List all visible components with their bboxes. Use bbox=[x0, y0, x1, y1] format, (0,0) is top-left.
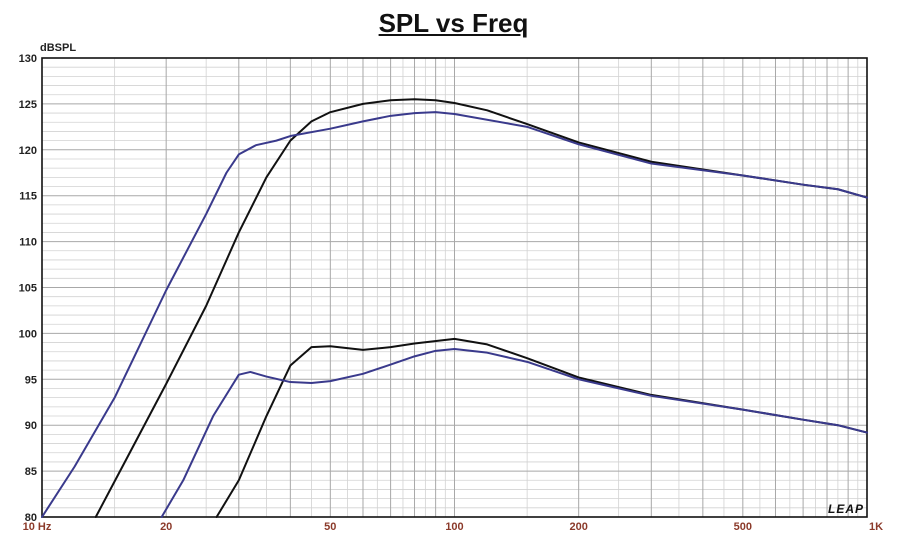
x-tick-label: 500 bbox=[734, 521, 752, 533]
plot-frame bbox=[41, 57, 868, 518]
y-tick-label: 80 bbox=[25, 512, 37, 524]
y-tick-label: 110 bbox=[19, 237, 37, 249]
y-tick-label: 130 bbox=[19, 53, 37, 65]
y-tick-label: 95 bbox=[25, 374, 37, 386]
y-tick-label: 100 bbox=[19, 328, 37, 340]
x-tick-label: 50 bbox=[324, 521, 336, 533]
x-tick-labels: 10 Hz 20 50 100 200 500 1K bbox=[23, 521, 883, 533]
series-line-2 bbox=[41, 111, 868, 518]
chart-title: SPL vs Freq bbox=[378, 8, 529, 38]
y-tick-label: 85 bbox=[25, 466, 37, 478]
y-axis-label: dBSPL bbox=[40, 42, 76, 54]
x-tick-label: 200 bbox=[570, 521, 588, 533]
y-tick-label: 105 bbox=[19, 283, 37, 295]
y-tick-label: 120 bbox=[19, 145, 37, 157]
y-tick-label: 115 bbox=[19, 191, 37, 203]
series-line-3 bbox=[215, 337, 868, 518]
major-grid bbox=[42, 58, 867, 517]
y-tick-labels: 80 85 90 95 100 105 110 115 120 125 130 bbox=[19, 53, 37, 524]
x-tick-label: 20 bbox=[160, 521, 172, 533]
x-tick-label: 10 Hz bbox=[23, 521, 52, 533]
x-tick-label: 1K bbox=[869, 521, 883, 533]
y-tick-label: 125 bbox=[19, 99, 37, 111]
curves bbox=[41, 98, 868, 518]
series-line-4 bbox=[160, 348, 868, 518]
y-tick-label: 90 bbox=[25, 420, 37, 432]
leap-logo-text: LEAP bbox=[828, 502, 864, 516]
x-tick-label: 100 bbox=[445, 521, 463, 533]
series-line-1 bbox=[94, 98, 868, 518]
